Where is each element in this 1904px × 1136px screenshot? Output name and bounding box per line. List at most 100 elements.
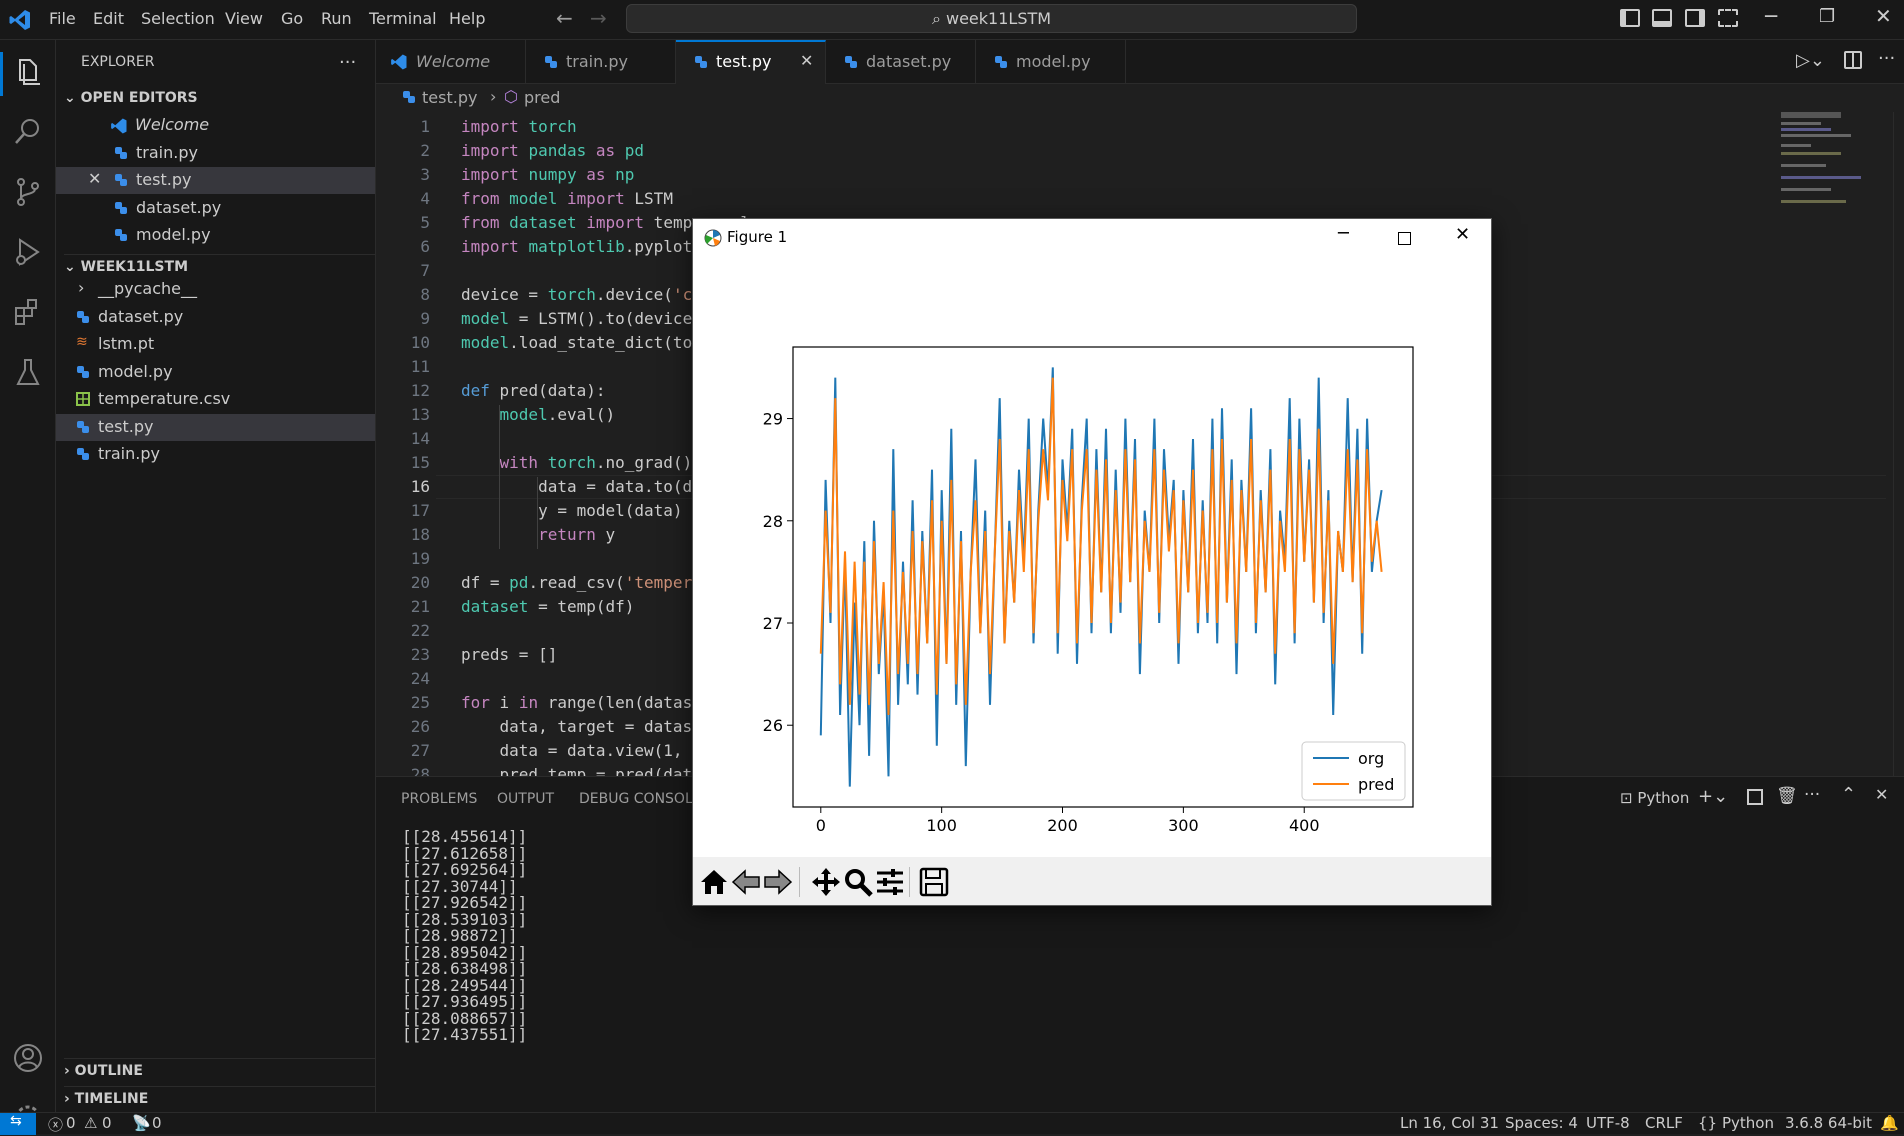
terminal-selector[interactable]: ⊡ Python	[1620, 789, 1690, 807]
testing-icon[interactable]	[10, 354, 46, 390]
python-interpreter[interactable]: 3.6.8 64-bit	[1785, 1114, 1873, 1132]
error-count[interactable]: 0	[66, 1114, 76, 1132]
back-arrow-icon[interactable]: ←	[556, 6, 573, 30]
menu-file[interactable]: File	[49, 9, 76, 28]
terminal-output[interactable]: [[28.455614]] [[27.612658]] [[27.692564]][…	[376, 827, 1904, 1107]
code-line[interactable]: import pandas as pd	[461, 141, 645, 160]
code-line[interactable]: dataset = temp(df)	[461, 597, 635, 616]
timeline-header[interactable]: › TIMELINE	[64, 1086, 375, 1107]
open-editor-model[interactable]: model.py	[56, 222, 375, 249]
open-editor-test[interactable]: ✕ test.py	[56, 167, 375, 194]
code-line[interactable]: import matplotlib.pyplot	[461, 237, 693, 256]
explorer-icon[interactable]	[10, 54, 46, 90]
code-line[interactable]: data = data.to(d	[461, 477, 693, 496]
breadcrumb-symbol[interactable]: pred	[524, 88, 561, 107]
open-editors-header[interactable]: ⌄ OPEN EDITORS	[64, 90, 198, 106]
extensions-icon[interactable]	[10, 294, 46, 330]
tab-output[interactable]: OUTPUT	[497, 791, 555, 807]
notifications-bell-icon[interactable]: 🔔	[1880, 1114, 1899, 1132]
tab-welcome[interactable]: Welcome	[376, 40, 526, 84]
code-line[interactable]: return y	[538, 525, 616, 544]
code-line[interactable]: data, target = datas	[461, 717, 693, 736]
close-icon[interactable]: ✕	[88, 169, 102, 188]
tab-problems[interactable]: PROBLEMS	[401, 791, 478, 807]
ports-count[interactable]: 0	[152, 1114, 162, 1132]
code-line[interactable]: data = data.view(1,	[461, 741, 693, 760]
folder-item-test[interactable]: test.py	[56, 414, 375, 441]
new-terminal-icon[interactable]: +⌄	[1698, 786, 1729, 807]
close-tab-icon[interactable]: ✕	[800, 51, 814, 70]
remote-indicator[interactable]: ⇆	[0, 1113, 36, 1135]
open-editor-train[interactable]: train.py	[56, 140, 375, 167]
toggle-primary-sidebar-icon[interactable]	[1620, 9, 1640, 27]
more-actions-icon[interactable]: ···	[1804, 785, 1821, 805]
code-line[interactable]: model.eval()	[499, 405, 616, 424]
matplotlib-figure-window[interactable]: Figure 1 ─ ✕ 0 100 200 300 400 26 27 28 29 org p…	[692, 218, 1492, 906]
folder-item-temperature[interactable]: temperature.csv	[56, 386, 375, 413]
more-actions-icon[interactable]: ···	[339, 52, 357, 73]
code-line[interactable]: model = LSTM().to(device	[461, 309, 693, 328]
source-control-icon[interactable]	[10, 174, 46, 210]
maximize-icon[interactable]	[1398, 232, 1411, 245]
code-line[interactable]: device = torch.device('c	[461, 285, 693, 304]
warning-count[interactable]: 0	[102, 1114, 112, 1132]
code-line[interactable]: model.load_state_dict(to	[461, 333, 693, 352]
folder-item-lstm[interactable]: ≋ lstm.pt	[56, 331, 375, 358]
tab-dataset[interactable]: dataset.py	[826, 40, 976, 84]
folder-item-pycache[interactable]: › __pycache__	[56, 276, 375, 303]
code-line[interactable]: with torch.no_grad()	[499, 453, 693, 472]
code-line[interactable]: df = pd.read_csv('temper	[461, 573, 693, 592]
editor-scrollbar[interactable]	[1893, 112, 1904, 776]
accounts-icon[interactable]	[10, 1040, 46, 1076]
forward-icon[interactable]	[761, 865, 795, 899]
open-editor-welcome[interactable]: Welcome	[56, 112, 375, 139]
language-mode[interactable]: Python	[1722, 1114, 1774, 1132]
search-icon[interactable]	[10, 114, 46, 150]
menu-terminal[interactable]: Terminal	[369, 9, 437, 28]
restore-icon[interactable]: ❐	[1819, 6, 1836, 27]
indentation[interactable]: Spaces: 4	[1505, 1114, 1578, 1132]
forward-arrow-icon[interactable]: →	[590, 6, 607, 30]
toggle-secondary-sidebar-icon[interactable]	[1685, 9, 1705, 27]
encoding[interactable]: UTF-8	[1586, 1114, 1630, 1132]
line-endings[interactable]: CRLF	[1645, 1114, 1683, 1132]
code-line[interactable]: def pred(data):	[461, 381, 606, 400]
customize-layout-icon[interactable]	[1718, 9, 1738, 27]
minimize-icon[interactable]: ─	[1338, 223, 1349, 244]
breadcrumb-file[interactable]: test.py	[422, 88, 478, 107]
folder-item-train[interactable]: train.py	[56, 441, 375, 468]
tab-model[interactable]: model.py	[976, 40, 1126, 84]
zoom-icon[interactable]	[841, 865, 875, 899]
command-center-search[interactable]: ⌕ week11LSTM	[626, 4, 1357, 33]
close-window-icon[interactable]: ✕	[1875, 4, 1892, 28]
code-line[interactable]: y = model(data)	[461, 501, 683, 520]
menu-selection[interactable]: Selection	[141, 9, 215, 28]
close-panel-icon[interactable]: ✕	[1875, 785, 1889, 804]
more-actions-icon[interactable]: ···	[1878, 48, 1896, 69]
code-line[interactable]: for i in range(len(datas	[461, 693, 693, 712]
tab-train[interactable]: train.py	[526, 40, 676, 84]
split-editor-icon[interactable]	[1844, 51, 1862, 69]
split-terminal-icon[interactable]	[1747, 789, 1763, 805]
minimize-icon[interactable]: ─	[1765, 4, 1778, 28]
code-line[interactable]: import torch	[461, 117, 577, 136]
menu-run[interactable]: Run	[321, 9, 352, 28]
run-file-icon[interactable]: ▷⌄	[1796, 50, 1825, 71]
outline-header[interactable]: › OUTLINE	[64, 1058, 375, 1079]
pan-icon[interactable]	[809, 865, 843, 899]
code-line[interactable]: import numpy as np	[461, 165, 635, 184]
tab-test[interactable]: test.py ✕	[676, 40, 826, 84]
folder-item-model[interactable]: model.py	[56, 359, 375, 386]
code-line[interactable]: from model import LSTM	[461, 189, 673, 208]
menu-go[interactable]: Go	[281, 9, 304, 28]
menu-edit[interactable]: Edit	[93, 9, 124, 28]
close-icon[interactable]: ✕	[1455, 224, 1471, 245]
home-icon[interactable]	[697, 865, 731, 899]
menu-view[interactable]: View	[225, 9, 263, 28]
back-icon[interactable]	[729, 865, 763, 899]
run-debug-icon[interactable]	[10, 234, 46, 270]
maximize-panel-icon[interactable]: ⌃	[1841, 784, 1857, 805]
configure-subplots-icon[interactable]	[873, 865, 907, 899]
tab-debug-console[interactable]: DEBUG CONSOLE	[579, 791, 702, 807]
menu-help[interactable]: Help	[449, 9, 486, 28]
